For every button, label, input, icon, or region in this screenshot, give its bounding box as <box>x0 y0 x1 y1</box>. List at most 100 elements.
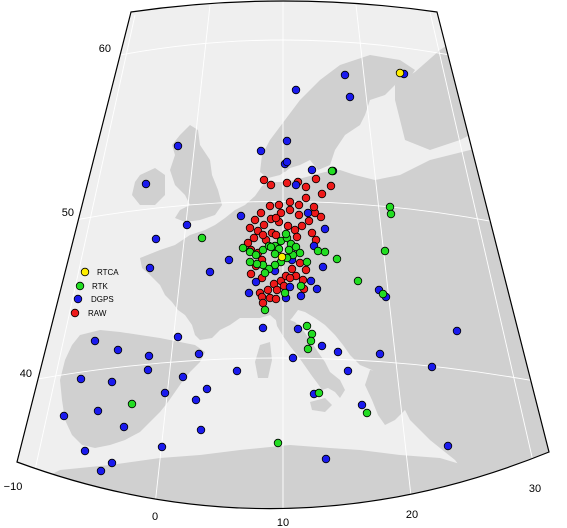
station-marker-rtk <box>266 242 276 252</box>
station-marker-raw <box>295 258 305 268</box>
station-marker-dgps <box>251 277 261 287</box>
station-marker-raw <box>266 180 276 190</box>
station-marker-dgps <box>296 291 306 301</box>
station-marker-dgps <box>90 336 100 346</box>
station-marker-raw <box>294 200 304 210</box>
latitude-labels: 60 50 40 <box>20 43 111 380</box>
station-marker-dgps <box>452 326 462 336</box>
station-marker-raw <box>309 202 319 212</box>
station-marker-raw <box>297 221 307 231</box>
station-marker-dgps <box>224 255 234 265</box>
station-marker-raw <box>301 193 311 203</box>
station-marker-raw <box>292 232 302 242</box>
latitude-line-50 <box>74 201 496 223</box>
lon-label-10: 10 <box>277 517 289 528</box>
legend-marker-raw <box>70 308 80 318</box>
station-marker-raw <box>326 181 336 191</box>
station-marker-dgps <box>107 458 117 468</box>
station-marker-dgps <box>232 366 242 376</box>
station-marker-dgps <box>312 284 322 294</box>
legend-item-raw: RAW <box>70 308 107 318</box>
landmass-mainland-europe <box>140 140 549 500</box>
station-marker-raw <box>256 208 266 218</box>
station-marker-dgps <box>256 146 266 156</box>
station-marker-dgps <box>191 395 201 405</box>
legend-marker-rtk <box>75 281 85 291</box>
station-marker-rtk <box>251 250 261 260</box>
station-marker-dgps <box>288 353 298 363</box>
station-marker-rtk <box>332 254 342 264</box>
station-marker-dgps <box>427 362 437 372</box>
station-marker-rtk <box>385 202 395 212</box>
station-marker-dgps <box>333 347 343 357</box>
station-marker-raw <box>271 213 281 223</box>
station-marker-raw <box>272 285 282 295</box>
station-marker-dgps <box>291 180 301 190</box>
legend-marker-rtca <box>80 267 90 277</box>
station-marker-dgps <box>194 349 204 359</box>
latitude-line-60 <box>119 39 451 56</box>
legend-marker-dgps <box>73 294 83 304</box>
longitude-line-0 <box>154 4 211 506</box>
station-marker-rtca <box>277 252 287 262</box>
station-marker-rtk <box>270 249 280 259</box>
station-marker-raw <box>283 221 293 231</box>
landmass-great-britain <box>170 125 222 222</box>
landmass-scandinavia <box>260 55 415 178</box>
station-marker-rtk <box>260 305 270 315</box>
station-marker-raw <box>245 223 255 233</box>
station-marker-raw <box>304 216 314 226</box>
station-marker-rtk <box>238 243 248 253</box>
station-marker-dgps <box>345 92 355 102</box>
lat-label-40: 40 <box>20 368 32 380</box>
station-marker-raw <box>307 228 317 238</box>
station-marker-dgps <box>293 324 303 334</box>
station-marker-dgps <box>145 263 155 273</box>
station-marker-dgps <box>182 220 192 230</box>
map-border <box>16 0 550 510</box>
station-marker-dgps <box>113 345 123 355</box>
station-marker-dgps <box>343 366 353 376</box>
legend-label-raw: RAW <box>88 309 107 318</box>
station-marker-raw <box>258 230 268 240</box>
station-marker-raw <box>271 294 281 304</box>
station-marker-rtk <box>386 209 396 219</box>
legend-item-rtca: RTCA <box>80 267 119 277</box>
station-marker-raw <box>274 200 284 210</box>
station-marker-raw <box>287 264 297 274</box>
station-marker-dgps <box>173 332 183 342</box>
legend-label-rtca: RTCA <box>97 268 119 277</box>
station-marker-rtk <box>260 268 270 278</box>
legend-item-dgps: DGPS <box>73 294 114 304</box>
longitude-line-minus10 <box>34 14 136 471</box>
station-marker-raw <box>301 265 311 275</box>
station-marker-dgps <box>76 374 86 384</box>
station-marker-dgps <box>141 179 151 189</box>
station-marker-rtk <box>378 289 388 299</box>
station-marker-raw <box>243 238 253 248</box>
station-marker-dgps <box>196 425 206 435</box>
station-marker-raw <box>285 197 295 207</box>
station-marker-raw <box>290 225 300 235</box>
station-marker-dgps <box>96 466 106 476</box>
station-marker-dgps <box>80 446 90 456</box>
station-marker-rtk <box>307 329 317 339</box>
station-marker-rtk <box>258 245 268 255</box>
station-marker-dgps <box>119 422 129 432</box>
station-marker-rtca <box>395 68 405 78</box>
station-marker-dgps <box>107 377 117 387</box>
station-marker-dgps <box>205 267 215 277</box>
station-marker-rtk <box>302 321 312 331</box>
station-marker-rtk <box>127 399 137 409</box>
station-marker-dgps <box>93 406 103 416</box>
station-marker-dgps <box>282 157 292 167</box>
station-marker-raw <box>276 208 286 218</box>
station-marker-rtk <box>353 276 363 286</box>
station-marker-dgps <box>318 262 328 272</box>
station-marker-raw <box>258 298 268 308</box>
station-marker-rtk <box>284 245 294 255</box>
station-marker-raw <box>263 285 273 295</box>
station-marker-dgps <box>151 234 161 244</box>
station-marker-dgps <box>285 282 295 292</box>
station-marker-dgps <box>173 141 183 151</box>
